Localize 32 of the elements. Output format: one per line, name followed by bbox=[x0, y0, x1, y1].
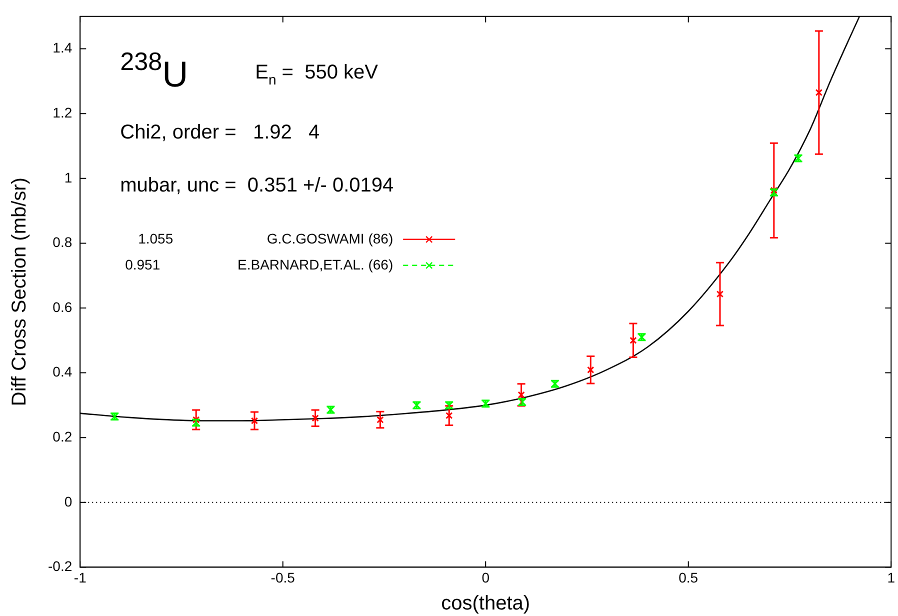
y-tick-label: 0 bbox=[64, 493, 72, 510]
point bbox=[716, 290, 724, 298]
annotation: 0.951 bbox=[125, 256, 160, 272]
y-tick-label: 0.8 bbox=[52, 234, 72, 250]
y-tick-label: -0.2 bbox=[48, 558, 72, 574]
y-axis-title: Diff Cross Section (mb/sr) bbox=[8, 178, 31, 406]
point bbox=[587, 366, 594, 374]
point bbox=[250, 417, 258, 424]
x-tick-label: -1 bbox=[74, 569, 87, 586]
annotation: mubar, unc = 0.351 +/- 0.0194 bbox=[120, 174, 394, 196]
annotation: 1.055 bbox=[138, 230, 174, 246]
y-tick-label: 0.4 bbox=[52, 364, 72, 380]
y-tick-label: 1.2 bbox=[52, 104, 72, 120]
x-axis-title: cos(theta) bbox=[441, 592, 530, 615]
x-tick-label: 0.5 bbox=[678, 569, 698, 586]
x-tick-label: 1 bbox=[887, 569, 896, 586]
y-tick-label: 1.4 bbox=[52, 40, 72, 56]
point bbox=[815, 88, 823, 96]
point bbox=[446, 412, 453, 420]
y-tick-label: 0.6 bbox=[52, 298, 72, 315]
x-tick-label: -0.5 bbox=[270, 569, 296, 586]
x-tick-label: 0 bbox=[482, 569, 490, 586]
point bbox=[630, 336, 637, 344]
point bbox=[192, 416, 200, 424]
y-tick-label: 1 bbox=[64, 169, 72, 186]
point bbox=[518, 391, 525, 398]
legend-label: G.C.GOSWAMI (86) bbox=[266, 230, 394, 246]
point bbox=[376, 416, 384, 424]
legend-label: E.BARNARD,ET.AL. (66) bbox=[238, 256, 394, 272]
y-tick-label: 0.2 bbox=[52, 428, 72, 444]
point bbox=[312, 414, 319, 422]
annotation: Chi2, order = 1.92 4 bbox=[120, 121, 320, 144]
